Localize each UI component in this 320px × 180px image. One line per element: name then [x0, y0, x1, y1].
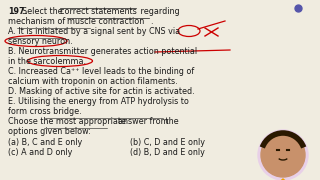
Text: (a) B, C and E only: (a) B, C and E only — [8, 138, 82, 147]
Text: 197.: 197. — [8, 7, 28, 16]
Text: in the sarcolemma.: in the sarcolemma. — [8, 57, 86, 66]
Text: .: . — [150, 17, 153, 26]
Circle shape — [261, 133, 305, 177]
Text: muscle contraction: muscle contraction — [67, 17, 144, 26]
Text: (b) C, D and E only: (b) C, D and E only — [130, 138, 205, 147]
Text: Choose the most appropriate: Choose the most appropriate — [8, 117, 129, 126]
Text: (c) A and D only: (c) A and D only — [8, 148, 72, 157]
Text: calcium with troponin on action filaments.: calcium with troponin on action filament… — [8, 77, 178, 86]
Text: options given below:: options given below: — [8, 127, 91, 136]
Text: C. Increased Ca⁺⁺ level leads to the binding of: C. Increased Ca⁺⁺ level leads to the bin… — [8, 67, 194, 76]
Text: B. Neurotransmitter generates action potential: B. Neurotransmitter generates action pot… — [8, 47, 197, 56]
Text: D. Masking of active site for actin is activated.: D. Masking of active site for actin is a… — [8, 87, 195, 96]
Text: sensory neuron.: sensory neuron. — [8, 37, 73, 46]
Wedge shape — [265, 179, 301, 180]
Text: A. It is initiated by a signal sent by CNS via: A. It is initiated by a signal sent by C… — [8, 27, 180, 36]
Text: E. Utilising the energy from ATP hydrolysis to: E. Utilising the energy from ATP hydroly… — [8, 97, 189, 106]
Text: Select the: Select the — [22, 7, 65, 16]
Text: form cross bridge.: form cross bridge. — [8, 107, 82, 116]
Text: correct statements: correct statements — [60, 7, 137, 16]
Text: regarding: regarding — [138, 7, 180, 16]
Text: (d) B, D and E only: (d) B, D and E only — [130, 148, 205, 157]
Text: answer from: answer from — [118, 117, 169, 126]
Circle shape — [258, 130, 308, 180]
Text: the: the — [163, 117, 179, 126]
Text: mechanism of: mechanism of — [8, 17, 68, 26]
